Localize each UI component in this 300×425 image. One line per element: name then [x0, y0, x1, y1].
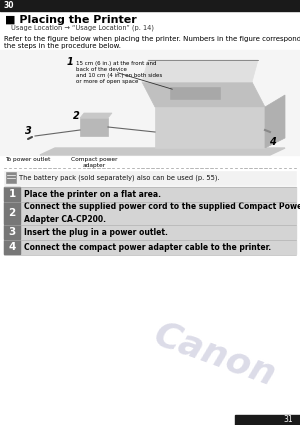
Text: 1: 1 [67, 57, 73, 67]
Bar [6, 172, 16, 183]
Text: 4: 4 [268, 137, 275, 147]
Text: To power outlet: To power outlet [5, 157, 51, 162]
Text: or more of open space: or more of open space [76, 79, 138, 84]
Text: Insert the plug in a power outlet.: Insert the plug in a power outlet. [24, 227, 168, 236]
Bar [4, 202, 296, 224]
Text: 4: 4 [8, 242, 16, 252]
Polygon shape [80, 113, 112, 118]
Bar [4, 202, 20, 224]
Text: The battery pack (sold separately) also can be used (p. 55).: The battery pack (sold separately) also … [19, 175, 220, 181]
Polygon shape [142, 60, 258, 82]
Polygon shape [155, 107, 265, 148]
Bar [170, 87, 220, 99]
Bar [4, 225, 20, 239]
Text: the steps in the procedure below.: the steps in the procedure below. [4, 43, 121, 49]
Text: 31: 31 [284, 416, 293, 425]
Text: Place the printer on a flat area.: Place the printer on a flat area. [24, 190, 161, 198]
Text: 2: 2 [8, 208, 16, 218]
Text: Compact power
adapter: Compact power adapter [71, 157, 117, 168]
Text: Connect the supplied power cord to the supplied Compact Power
Adapter CA-CP200.: Connect the supplied power cord to the s… [24, 202, 300, 224]
Text: ■ Placing the Printer: ■ Placing the Printer [5, 15, 137, 25]
Polygon shape [40, 148, 285, 155]
Bar [235, 415, 300, 425]
Text: 3: 3 [8, 227, 16, 237]
Text: back of the device: back of the device [76, 67, 127, 72]
Text: 3: 3 [25, 126, 32, 136]
Text: Usage Location → “Usage Location” (p. 14): Usage Location → “Usage Location” (p. 14… [11, 25, 154, 31]
Bar [4, 240, 296, 254]
Bar [4, 225, 296, 239]
Bar [4, 187, 20, 201]
Text: 15 cm (6 in.) at the front and: 15 cm (6 in.) at the front and [76, 61, 157, 66]
Text: Canon: Canon [149, 317, 280, 393]
Polygon shape [265, 95, 285, 148]
Bar [0, 50, 300, 155]
Polygon shape [80, 118, 108, 136]
Text: 1: 1 [8, 189, 16, 199]
Text: Connect the compact power adapter cable to the printer.: Connect the compact power adapter cable … [24, 243, 271, 252]
Bar [4, 171, 296, 185]
Text: 30: 30 [4, 1, 14, 10]
Text: and 10 cm (4 in.) on both sides: and 10 cm (4 in.) on both sides [76, 73, 162, 78]
Text: 2: 2 [73, 111, 80, 121]
Bar [4, 240, 20, 254]
Bar [0, 0, 300, 11]
Polygon shape [142, 82, 265, 107]
Bar [4, 187, 296, 201]
Text: Refer to the figure below when placing the printer. Numbers in the figure corres: Refer to the figure below when placing t… [4, 36, 300, 42]
